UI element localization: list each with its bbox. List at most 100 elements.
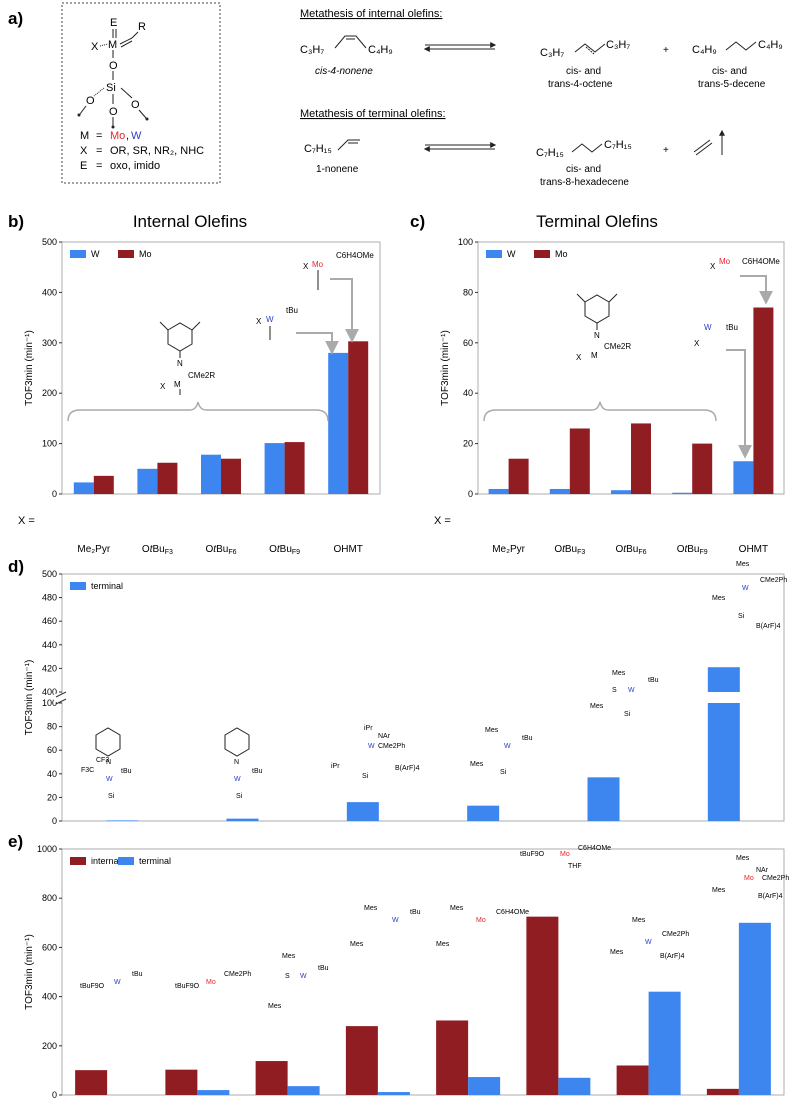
chart-d-ytick-low-label-0: 0 [52,816,57,826]
chart-c-ytick-label-0: 0 [468,489,473,499]
product-hexadecene-line2: trans-8-hexadecene [540,177,629,188]
e8-cme2ph: CMe2Ph [762,875,789,882]
e8-mes2: Mes [712,887,726,894]
legend-e-key: E [80,160,87,172]
chart-c-mo-arrow [740,275,773,305]
formula-c3h7-3: C₃H₇ [606,39,630,51]
chart-d-struct-4: Mes Mes W tBu Si [470,727,533,776]
chart-d-ytick-up-label-4: 480 [42,593,57,603]
chart-c-bar-W-1 [549,488,570,494]
chart-b-tbu-label: tBu [286,306,298,315]
chart-c-structures: N M X CMe2R X Mo C6H4OMe X W tBu [483,257,780,459]
chart-d-bar-3 [467,805,500,821]
chart-c-ylabel: TOF3min (min⁻¹) [440,330,451,406]
chart-b-w-structure: X W tBu [256,306,298,340]
d4-mes2: Mes [470,761,484,768]
e3-s: S [285,973,290,980]
e1-tbu: tBu [132,971,143,978]
chart-d-ytick-up-label-0: 400 [42,687,57,697]
e5-mes2: Mes [436,941,450,948]
chart-e-bar-internal-5 [526,916,559,1095]
chart-c: 0 20 40 60 80 100 TOF3min (min⁻¹) X = Me₂Pyr OtBu… [434,237,785,556]
chart-c-m-label: M [591,351,598,360]
chart-b-cme2r-label: CMe2R [188,371,215,380]
chart-b-mo-structure: X Mo C6H4OMe [303,251,374,290]
chart-d-axis-break [54,694,68,702]
struct-Si: Si [106,82,116,94]
chart-c-xlabel-0: Me₂Pyr [492,544,525,555]
chart-e-bar-terminal-2 [287,1086,320,1095]
chart-b-ylabel: TOF3min (min⁻¹) [24,330,35,406]
chart-c-brace [483,401,717,422]
chart-d-ytick-low-label-4: 80 [47,722,57,732]
panel-d-label: d) [8,557,24,576]
struct-O1: O [109,60,118,72]
d1-si: Si [108,793,115,800]
panel-e: e) 0 200 400 600 800 1000 TOF3min (min⁻¹) inter… [8,832,789,1100]
chart-d-struct-3: iPr iPr W NAr CMe2Ph B(ArF)4 Si [331,725,420,780]
e4-mes2: Mes [350,941,364,948]
d6-mes1: Mes [736,561,750,568]
chart-e-ytick-label-4: 800 [42,893,57,903]
d1-n: N [106,759,111,766]
e8-barf: B(ArF)4 [758,893,783,900]
chart-e-ytick-label-2: 400 [42,992,57,1002]
d5-mes2: Mes [590,703,604,710]
d5-mes1: Mes [612,670,626,677]
chart-c-ytick-label-2: 40 [463,388,473,398]
chart-e-legend-label-internal: internal [91,856,121,866]
legend-x-value: OR, SR, NR₂, NHC [110,145,204,157]
chart-e-bar-internal-4 [436,1020,469,1095]
chart-d-struct-1: F3C CF3 N W tBu Si [81,727,132,800]
chart-e-bar-internal-7 [706,1088,739,1095]
chart-c-wx-label: X [694,339,700,348]
chart-b-xlabel-1: OtBuF3 [142,544,173,556]
chart-c-cme2r-label: CMe2R [604,342,631,351]
e5-mo: Mo [476,917,486,924]
chart-e-struct-2: tBuF9O Mo CMe2Ph [175,971,251,990]
e7-barf: B(ArF)4 [660,953,685,960]
legend-m-sep: , [126,130,129,142]
chart-e-bar-terminal-6 [648,991,681,1095]
chart-c-ytick-label-1: 20 [463,439,473,449]
legend-x-eq: = [96,145,102,157]
d6-cme2ph: CMe2Ph [760,577,787,584]
struct-X: X [91,41,99,53]
e4-mes1: Mes [364,905,378,912]
legend-e-eq: = [96,160,102,172]
chart-c-title: Terminal Olefins [536,212,658,231]
chart-b-structures: N M X CMe2R X W tBu X Mo C6H4OMe [67,251,374,422]
chart-b-bar-W-0 [73,482,94,494]
chart-b-bar-Mo-1 [157,462,178,494]
chart-b-mo-arrow [330,278,359,343]
e4-w: W [392,917,399,924]
chart-b-bar-W-2 [201,454,221,494]
chart-e-bar-terminal-3 [377,1092,410,1095]
chart-c-xlabel-1: OtBuF3 [554,544,585,556]
chart-b-n-label: N [177,359,183,368]
formula-c3h7-1: C₃H₇ [300,44,324,56]
struct-E: E [110,17,117,29]
formula-c7h15-2: C₇H₁₅ [536,147,564,159]
chart-e-legend-swatch-internal [70,857,86,865]
chart-c-xlabel-4: OHMT [739,544,768,555]
d1-w: W [106,776,113,783]
chart-c-n-label: N [594,331,600,340]
chart-c-legend-label-Mo: Mo [555,249,568,259]
chart-d-ytick-low-label-3: 60 [47,745,57,755]
e6-tbuf9o: tBuF9O [520,851,545,858]
chart-c-xlabel-3: OtBuF9 [677,544,708,556]
e3-tbu: tBu [318,965,329,972]
chart-c-legend-swatch-W [486,250,502,258]
e2-tbuf9o: tBuF9O [175,983,200,990]
chart-b-ytick-label-1: 100 [42,439,57,449]
chart-c-mox-label: X [710,262,716,271]
chart-b-bar-Mo-0 [93,475,114,494]
chart-e-structures: tBuF9O W tBu tBuF9O Mo CMe2Ph Mes Mes S … [80,845,789,1010]
structure-box [61,2,221,184]
chart-c-ytick-label-5: 100 [458,237,473,247]
struct-O4: O [131,99,140,111]
chart-e-legend-label-terminal: terminal [139,856,171,866]
reactant-cis-4-nonene: cis-4-nonene [315,66,373,77]
